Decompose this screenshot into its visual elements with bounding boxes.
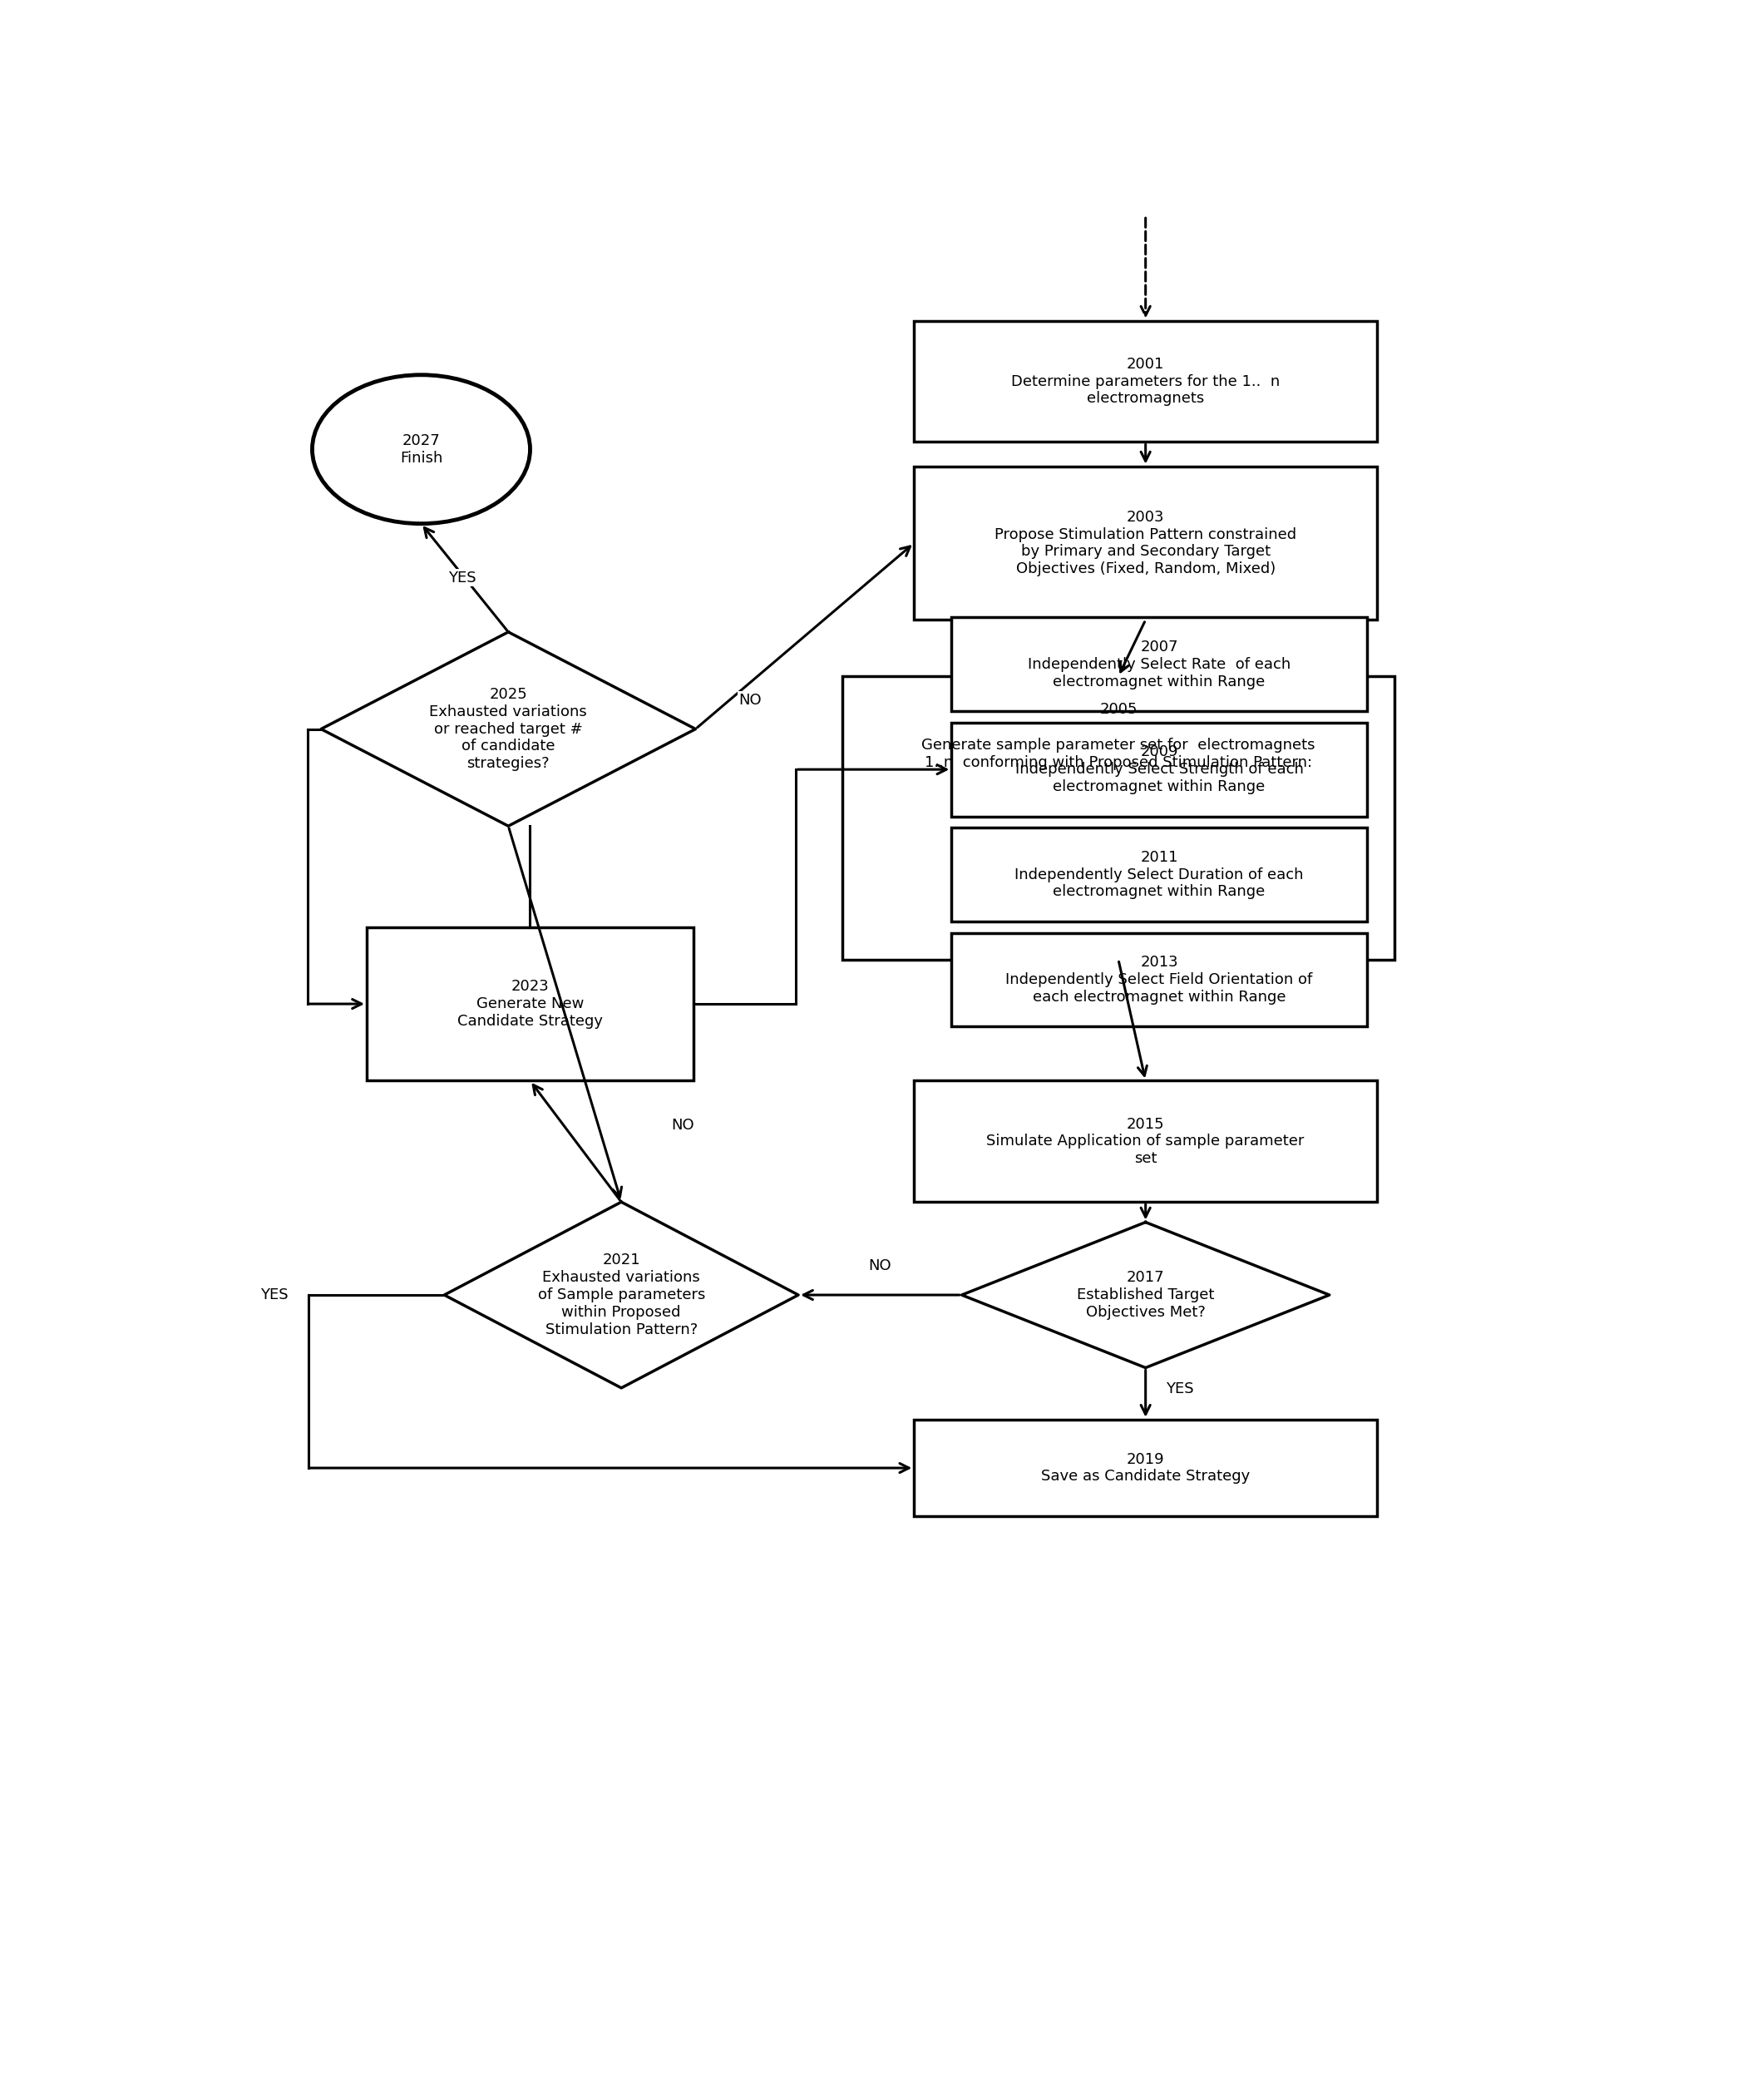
Text: 2001
Determine parameters for the 1..  n
electromagnets: 2001 Determine parameters for the 1.. n … [1012,357,1279,405]
Text: 2023
Generate New
Candidate Strategy: 2023 Generate New Candidate Strategy [457,979,603,1029]
Text: 2011
Independently Select Duration of each
electromagnet within Range: 2011 Independently Select Duration of ea… [1016,850,1304,899]
Text: 2017
Established Target
Objectives Met?: 2017 Established Target Objectives Met? [1077,1270,1214,1319]
Text: 2013
Independently Select Field Orientation of
each electromagnet within Range: 2013 Independently Select Field Orientat… [1005,956,1312,1004]
Text: NO: NO [671,1117,694,1132]
Text: 2025
Exhausted variations
or reached target #
of candidate
strategies?: 2025 Exhausted variations or reached tar… [429,687,587,771]
Text: NO: NO [868,1258,891,1273]
Text: YES: YES [260,1287,288,1302]
Polygon shape [445,1201,798,1388]
FancyBboxPatch shape [914,321,1377,441]
Text: 2005: 2005 [1100,701,1137,718]
Polygon shape [961,1222,1330,1367]
FancyBboxPatch shape [952,617,1367,712]
FancyBboxPatch shape [914,1420,1377,1516]
Text: NO: NO [738,693,761,708]
Text: 2003
Propose Stimulation Pattern constrained
by Primary and Secondary Target
Obj: 2003 Propose Stimulation Pattern constra… [994,510,1297,578]
Text: 2007
Independently Select Rate  of each
electromagnet within Range: 2007 Independently Select Rate of each e… [1028,640,1291,689]
Text: 2019
Save as Candidate Strategy: 2019 Save as Candidate Strategy [1042,1451,1249,1485]
Text: YES: YES [448,571,476,586]
FancyBboxPatch shape [843,676,1393,960]
Text: 2027
Finish: 2027 Finish [401,433,443,466]
Text: YES: YES [1165,1382,1193,1396]
Polygon shape [322,632,696,825]
Text: 2021
Exhausted variations
of Sample parameters
within Proposed
Stimulation Patte: 2021 Exhausted variations of Sample para… [538,1254,705,1338]
FancyBboxPatch shape [952,722,1367,817]
FancyBboxPatch shape [914,466,1377,619]
Text: 2015
Simulate Application of sample parameter
set: 2015 Simulate Application of sample para… [987,1117,1304,1166]
FancyBboxPatch shape [367,926,694,1082]
Text: Generate sample parameter set for  electromagnets
1..n  conforming with Proposed: Generate sample parameter set for electr… [921,737,1316,771]
FancyBboxPatch shape [914,1082,1377,1201]
Text: 2009
Independently Select Strength of each
electromagnet within Range: 2009 Independently Select Strength of ea… [1016,746,1304,794]
FancyBboxPatch shape [952,932,1367,1027]
FancyBboxPatch shape [952,827,1367,922]
Ellipse shape [313,376,531,523]
